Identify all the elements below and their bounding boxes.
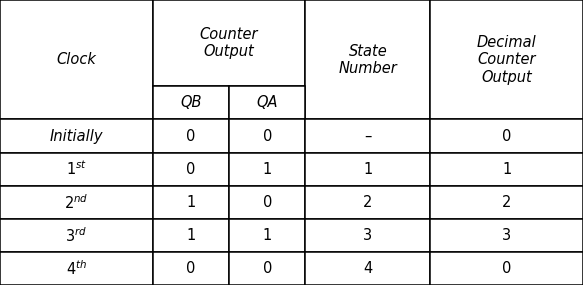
Text: 1: 1 xyxy=(262,162,272,177)
Text: 1: 1 xyxy=(363,162,373,177)
Bar xyxy=(305,119,430,152)
Bar xyxy=(430,252,583,285)
Bar xyxy=(229,119,305,152)
Bar xyxy=(430,186,583,219)
Text: 1: 1 xyxy=(502,162,511,177)
Bar xyxy=(153,219,229,252)
Text: 0: 0 xyxy=(186,261,195,276)
Bar xyxy=(229,252,305,285)
Text: QA: QA xyxy=(257,95,278,110)
Bar xyxy=(0,219,153,252)
Bar xyxy=(153,119,229,152)
Text: 3: 3 xyxy=(363,228,373,243)
Bar xyxy=(0,0,153,119)
Text: 2: 2 xyxy=(502,195,511,210)
Bar xyxy=(430,0,583,119)
Text: 2: 2 xyxy=(363,195,373,210)
Bar xyxy=(229,86,305,119)
Bar xyxy=(305,252,430,285)
Text: $3^{rd}$: $3^{rd}$ xyxy=(65,226,87,245)
Text: Decimal
Counter
Output: Decimal Counter Output xyxy=(477,35,536,85)
Bar xyxy=(153,86,229,119)
Bar xyxy=(0,252,153,285)
Bar xyxy=(305,0,430,119)
Bar xyxy=(153,152,229,186)
Bar xyxy=(430,219,583,252)
Bar xyxy=(229,186,305,219)
Bar xyxy=(153,0,305,86)
Bar xyxy=(229,219,305,252)
Text: –: – xyxy=(364,129,371,144)
Text: Initially: Initially xyxy=(50,129,103,144)
Text: State
Number: State Number xyxy=(339,44,397,76)
Text: 0: 0 xyxy=(502,129,511,144)
Bar xyxy=(305,219,430,252)
Text: 1: 1 xyxy=(186,228,195,243)
Text: 0: 0 xyxy=(262,195,272,210)
Text: Clock: Clock xyxy=(57,52,96,67)
Text: 0: 0 xyxy=(262,129,272,144)
Text: 1: 1 xyxy=(186,195,195,210)
Text: 0: 0 xyxy=(186,162,195,177)
Text: $1^{st}$: $1^{st}$ xyxy=(66,160,87,178)
Text: 1: 1 xyxy=(262,228,272,243)
Bar xyxy=(0,186,153,219)
Bar xyxy=(430,119,583,152)
Bar xyxy=(229,152,305,186)
Bar xyxy=(430,152,583,186)
Text: $2^{nd}$: $2^{nd}$ xyxy=(64,193,89,211)
Bar xyxy=(0,119,153,152)
Text: 3: 3 xyxy=(502,228,511,243)
Text: 0: 0 xyxy=(262,261,272,276)
Bar xyxy=(153,186,229,219)
Text: 0: 0 xyxy=(186,129,195,144)
Text: 0: 0 xyxy=(502,261,511,276)
Bar xyxy=(0,152,153,186)
Text: QB: QB xyxy=(180,95,202,110)
Text: Counter
Output: Counter Output xyxy=(200,27,258,59)
Text: $4^{th}$: $4^{th}$ xyxy=(66,259,87,278)
Bar xyxy=(153,252,229,285)
Text: 4: 4 xyxy=(363,261,373,276)
Bar xyxy=(305,152,430,186)
Bar xyxy=(305,186,430,219)
